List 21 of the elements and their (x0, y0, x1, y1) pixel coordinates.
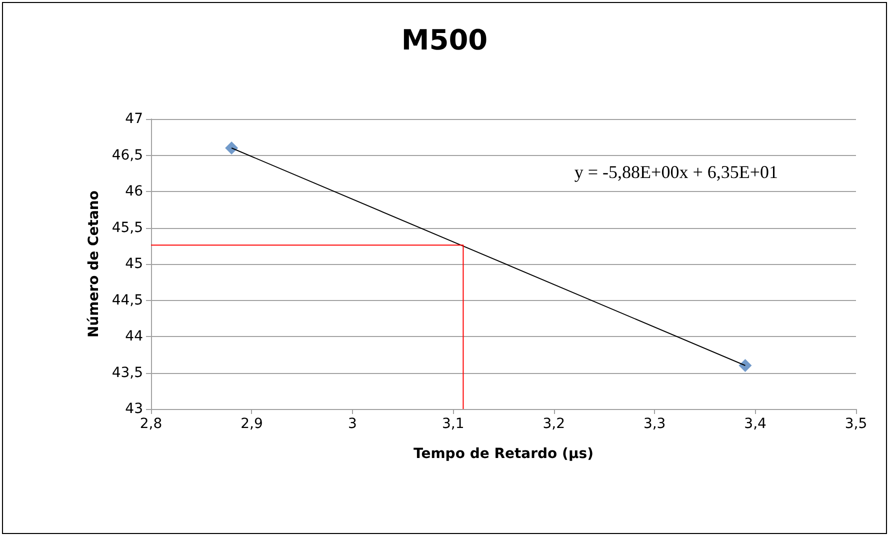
x-tick-label: 3,2 (542, 416, 565, 432)
y-axis-title: Número de Cetano (86, 190, 102, 338)
x-tick-label: 3,3 (643, 416, 666, 432)
y-tick-label: 46,5 (112, 147, 143, 164)
y-tick-label: 45,5 (112, 220, 143, 236)
x-tick-label: 2,9 (240, 416, 263, 432)
x-tick-label: 3,4 (744, 416, 767, 432)
annotation: y = -5,88E+00x + 6,35E+01 (574, 162, 778, 182)
chart-title: M500 (401, 24, 488, 56)
y-tick-label: 43 (125, 401, 143, 417)
y-tick-label: 46 (125, 184, 144, 200)
x-tick-label: 3,5 (844, 416, 868, 432)
y-tick-label: 45 (125, 256, 143, 272)
x-tick-label: 3,1 (442, 416, 464, 432)
x-tick-label: 3 (348, 416, 357, 432)
y-tick-label: 44,5 (112, 292, 143, 308)
y-tick-label: 47 (125, 111, 143, 127)
x-tick-label: 2,8 (140, 416, 162, 432)
y-tick-label: 43,5 (112, 364, 143, 381)
x-axis-title: Tempo de Retardo (µs) (414, 446, 594, 462)
y-tick-label: 44 (125, 328, 144, 344)
